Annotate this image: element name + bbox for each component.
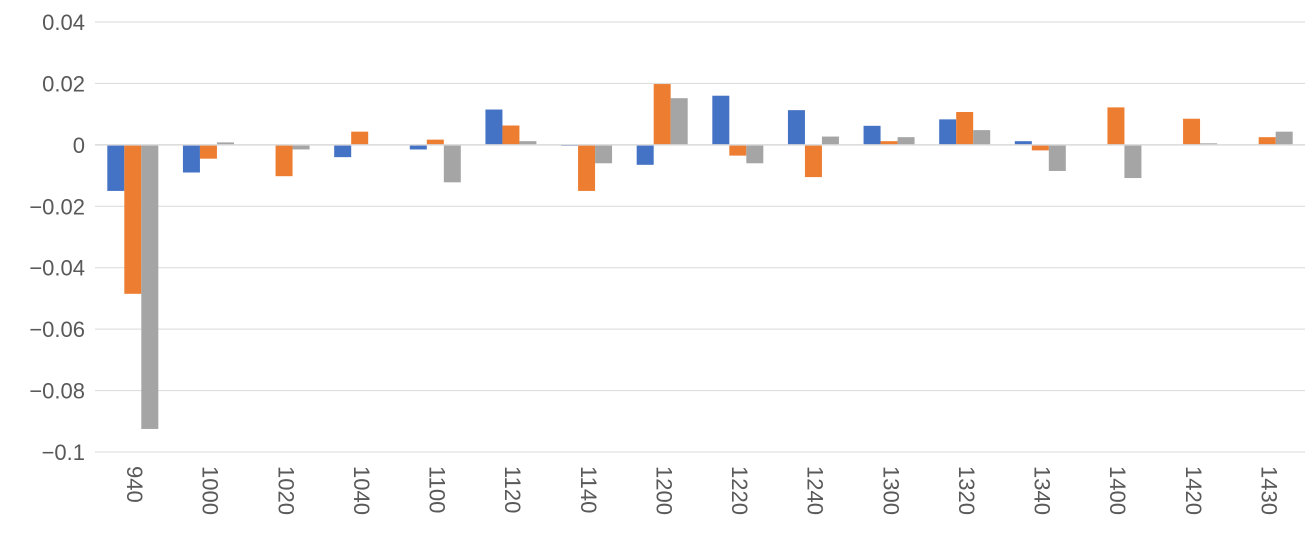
bar-1120-series-2 xyxy=(502,125,520,145)
bars xyxy=(107,84,1293,429)
bar-1040-series-2 xyxy=(351,131,369,145)
y-tick-label: −0.06 xyxy=(29,317,85,342)
bar-1000-series-1 xyxy=(182,144,200,173)
gridlines xyxy=(95,21,1305,453)
bar-1020-series-3 xyxy=(292,144,310,150)
bar-1140-series-3 xyxy=(595,144,613,164)
y-tick-label: −0.1 xyxy=(42,440,85,465)
bar-1120-series-3 xyxy=(519,141,537,145)
x-tick-label-1020: 1020 xyxy=(273,466,298,515)
bar-1400-series-3 xyxy=(1124,144,1142,179)
x-tick-label-1340: 1340 xyxy=(1030,466,1055,515)
bar-1420-series-3 xyxy=(1200,143,1218,145)
bar-1340-series-3 xyxy=(1048,144,1066,171)
bar-1300-series-3 xyxy=(897,137,915,145)
x-tick-label-1100: 1100 xyxy=(425,466,450,513)
x-tick-label-1140: 1140 xyxy=(576,466,601,513)
y-tick-label: −0.08 xyxy=(29,379,85,404)
y-tick-label: −0.02 xyxy=(29,194,85,219)
bar-1430-series-3 xyxy=(1275,131,1293,145)
x-tick-label-1000: 1000 xyxy=(198,466,223,515)
bar-1340-series-2 xyxy=(1031,144,1049,151)
bar-1430-series-2 xyxy=(1258,137,1276,145)
bar-1300-series-2 xyxy=(880,141,898,145)
y-tick-label: 0.04 xyxy=(42,10,85,35)
y-tick-label: 0.02 xyxy=(42,71,85,96)
bar-1420-series-2 xyxy=(1183,118,1201,145)
bar-1200-series-2 xyxy=(653,84,671,145)
x-tick-label-1200: 1200 xyxy=(651,466,676,515)
bar-1100-series-3 xyxy=(443,144,461,183)
x-tick-label-1420: 1420 xyxy=(1181,466,1206,515)
bar-1320-series-1 xyxy=(939,119,957,145)
bar-1220-series-3 xyxy=(746,144,764,164)
x-tick-label-1300: 1300 xyxy=(878,466,903,515)
bar-1340-series-1 xyxy=(1014,141,1032,145)
bar-940-series-2 xyxy=(124,144,142,294)
bar-1220-series-1 xyxy=(712,95,730,145)
bar-1400-series-2 xyxy=(1107,107,1125,145)
x-tick-label-940: 940 xyxy=(122,466,147,503)
bar-1300-series-1 xyxy=(863,125,881,145)
bar-1100-series-1 xyxy=(409,144,427,150)
bar-1140-series-2 xyxy=(578,144,596,191)
x-tick-label-1240: 1240 xyxy=(803,466,828,515)
x-tick-label-1320: 1320 xyxy=(954,466,979,515)
bar-1200-series-3 xyxy=(670,98,688,145)
x-axis-tick-labels: 940 1000 1020 1040 1100 1120 1140 1200 1220 1240 1… xyxy=(122,466,1281,515)
bar-1040-series-1 xyxy=(334,144,352,158)
bar-1120-series-1 xyxy=(485,109,503,145)
y-axis-tick-labels: 0.04 0.02 0 −0.02 −0.04 −0.06 −0.08 −0.1 xyxy=(29,10,85,465)
bar-1000-series-2 xyxy=(199,144,217,159)
y-tick-label: 0 xyxy=(73,133,85,158)
bar-1020-series-2 xyxy=(275,144,293,177)
x-tick-label-1040: 1040 xyxy=(349,466,374,515)
bar-1320-series-2 xyxy=(956,111,974,145)
x-tick-label-1220: 1220 xyxy=(727,466,752,515)
bar-1220-series-2 xyxy=(729,144,747,156)
bar-1200-series-1 xyxy=(636,144,654,165)
bar-1240-series-2 xyxy=(804,144,822,178)
bar-940-series-1 xyxy=(107,144,125,191)
bar-1240-series-1 xyxy=(787,110,805,145)
bar-1240-series-3 xyxy=(821,136,839,145)
y-tick-label: −0.04 xyxy=(29,256,85,281)
x-tick-label-1430: 1430 xyxy=(1256,466,1281,515)
x-tick-label-1120: 1120 xyxy=(500,466,525,513)
bar-1100-series-2 xyxy=(426,139,444,145)
bar-1000-series-3 xyxy=(216,142,234,145)
x-tick-label-1400: 1400 xyxy=(1105,466,1130,515)
bar-940-series-3 xyxy=(141,144,159,429)
bar-1320-series-3 xyxy=(973,130,991,145)
